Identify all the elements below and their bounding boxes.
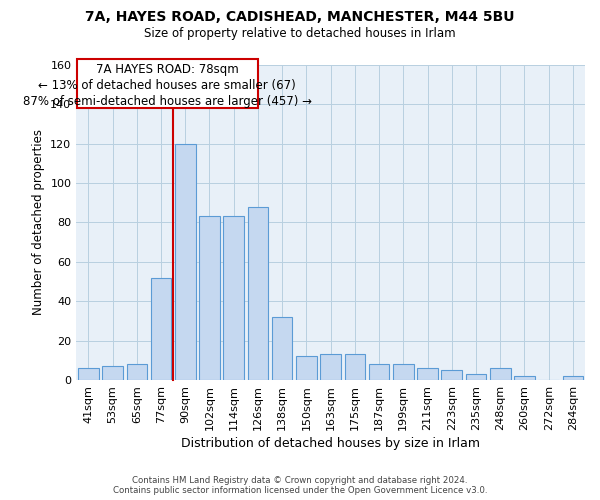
Bar (151, 278, 172, 380)
Y-axis label: Number of detached properties: Number of detached properties (32, 130, 45, 316)
Bar (248, 206, 268, 380)
Bar (466, 374, 486, 380)
Text: Size of property relative to detached houses in Irlam: Size of property relative to detached ho… (144, 28, 456, 40)
Bar (320, 354, 341, 380)
Text: 7A HAYES ROAD: 78sqm: 7A HAYES ROAD: 78sqm (96, 62, 239, 76)
Bar (369, 364, 389, 380)
Bar (442, 370, 462, 380)
Bar (393, 364, 413, 380)
FancyBboxPatch shape (77, 59, 258, 108)
Bar (102, 366, 123, 380)
Bar (490, 368, 511, 380)
Text: 7A, HAYES ROAD, CADISHEAD, MANCHESTER, M44 5BU: 7A, HAYES ROAD, CADISHEAD, MANCHESTER, M… (85, 10, 515, 24)
X-axis label: Distribution of detached houses by size in Irlam: Distribution of detached houses by size … (181, 437, 480, 450)
Bar (417, 368, 438, 380)
Text: 87% of semi-detached houses are larger (457) →: 87% of semi-detached houses are larger (… (23, 96, 312, 108)
Text: ← 13% of detached houses are smaller (67): ← 13% of detached houses are smaller (67… (38, 78, 296, 92)
Text: Contains HM Land Registry data © Crown copyright and database right 2024.
Contai: Contains HM Land Registry data © Crown c… (113, 476, 487, 495)
Bar (78, 368, 98, 380)
Bar (272, 317, 292, 380)
Bar (175, 144, 196, 380)
Bar (563, 376, 583, 380)
Bar (223, 216, 244, 380)
Bar (127, 364, 147, 380)
Bar (344, 354, 365, 380)
Bar (296, 356, 317, 380)
Bar (514, 376, 535, 380)
Bar (199, 216, 220, 380)
